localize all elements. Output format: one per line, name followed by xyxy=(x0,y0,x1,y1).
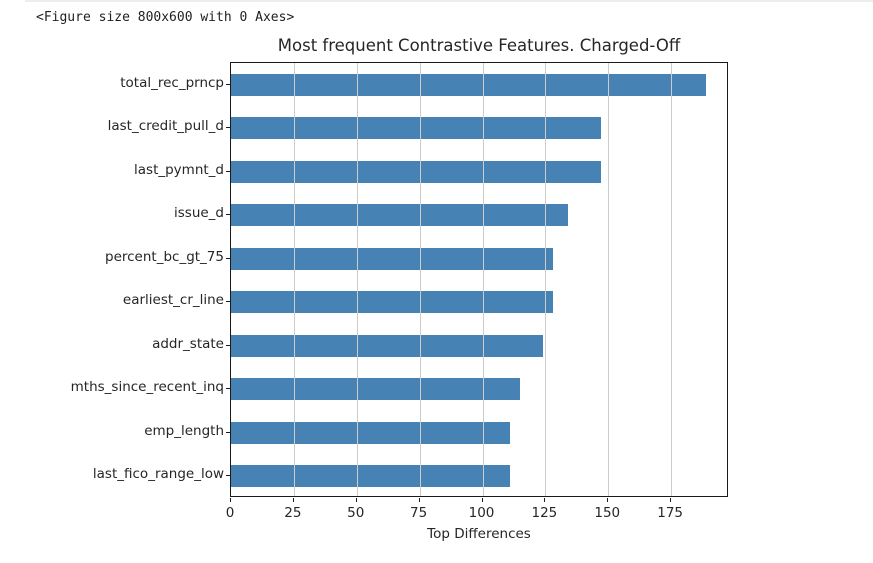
chart-title: Most frequent Contrastive Features. Char… xyxy=(277,36,681,55)
y-tick-label-total_rec_prncp: total_rec_prncp xyxy=(120,74,224,91)
y-tick-mark xyxy=(226,84,230,85)
bar-last_credit_pull_d xyxy=(231,117,601,140)
y-tick-label-addr_state: addr_state xyxy=(152,335,224,352)
gridline-50 xyxy=(356,63,358,496)
y-tick-label-last_credit_pull_d: last_credit_pull_d xyxy=(107,118,224,135)
bar-last_fico_range_low xyxy=(231,465,511,488)
x-tick-mark-100 xyxy=(481,498,483,502)
bar-percent_bc_gt_75 xyxy=(231,247,553,270)
x-axis-label: Top Differences xyxy=(427,526,531,542)
plot-area xyxy=(230,62,728,497)
x-tick-label-75: 75 xyxy=(410,505,428,521)
x-tick-mark-0 xyxy=(230,498,231,502)
x-tick-mark-150 xyxy=(607,498,609,502)
y-tick-mark xyxy=(226,432,230,433)
x-tick-mark-125 xyxy=(544,498,546,502)
gridline-175 xyxy=(671,63,673,496)
bar-mths_since_recent_inq xyxy=(231,378,521,401)
y-tick-mark xyxy=(226,258,230,259)
bar-emp_length xyxy=(231,421,511,444)
gridline-25 xyxy=(293,63,295,496)
figure-size-note: <Figure size 800x600 with 0 Axes> xyxy=(36,10,295,25)
y-tick-mark xyxy=(226,388,230,389)
y-tick-mark xyxy=(226,475,230,476)
y-tick-label-last_fico_range_low: last_fico_range_low xyxy=(92,466,224,483)
x-tick-mark-75 xyxy=(418,498,420,502)
x-tick-label-100: 100 xyxy=(468,505,495,521)
x-tick-label-175: 175 xyxy=(657,505,684,521)
bar-last_pymnt_d xyxy=(231,160,601,183)
x-tick-mark-50 xyxy=(355,498,357,502)
y-tick-label-earliest_cr_line: earliest_cr_line xyxy=(122,292,224,309)
gridline-75 xyxy=(419,63,421,496)
notebook-cell-border xyxy=(25,0,873,2)
y-tick-label-emp_length: emp_length xyxy=(144,422,224,439)
y-tick-mark xyxy=(226,127,230,128)
y-tick-label-last_pymnt_d: last_pymnt_d xyxy=(134,161,224,178)
x-tick-label-125: 125 xyxy=(531,505,558,521)
x-tick-label-50: 50 xyxy=(347,505,365,521)
x-tick-label-25: 25 xyxy=(284,505,302,521)
gridline-100 xyxy=(482,63,484,496)
y-tick-mark xyxy=(226,171,230,172)
bar-addr_state xyxy=(231,334,543,357)
y-tick-label-mths_since_recent_inq: mths_since_recent_inq xyxy=(70,379,224,396)
y-tick-label-issue_d: issue_d xyxy=(174,205,224,222)
bar-earliest_cr_line xyxy=(231,291,553,314)
y-tick-mark xyxy=(226,214,230,215)
y-tick-mark xyxy=(226,301,230,302)
y-tick-mark xyxy=(226,345,230,346)
y-tick-label-percent_bc_gt_75: percent_bc_gt_75 xyxy=(105,248,224,265)
x-tick-label-150: 150 xyxy=(594,505,621,521)
x-tick-label-0: 0 xyxy=(225,505,235,521)
x-tick-mark-175 xyxy=(670,498,672,502)
gridline-125 xyxy=(545,63,547,496)
bar-total_rec_prncp xyxy=(231,73,707,96)
x-tick-mark-25 xyxy=(292,498,294,502)
gridline-150 xyxy=(608,63,610,496)
bar-issue_d xyxy=(231,204,569,227)
